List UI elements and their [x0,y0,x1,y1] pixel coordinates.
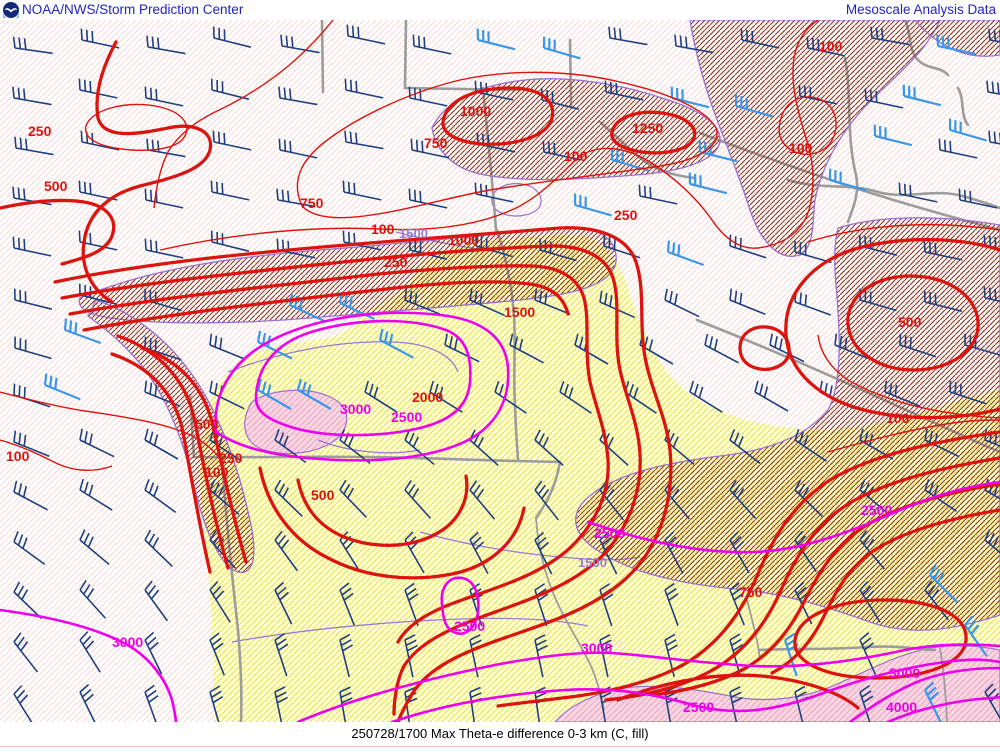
page-title: Mesoscale Analysis Data [846,2,996,17]
noaa-logo-icon [3,2,19,18]
contour-label: 750 [424,136,447,150]
contour-label: 500 [44,179,67,193]
contour-label: 1000 [448,233,479,247]
contour-label: 100 [564,149,587,163]
contour-label: 750 [300,196,323,210]
contour-label: 2500 [391,410,422,424]
contour-label: 500 [898,315,921,329]
contour-label: 500 [195,417,218,431]
contour-label: 2500 [861,503,892,517]
contour-label: 250 [219,451,242,465]
contour-label: 500 [311,488,334,502]
contour-label: 1000 [460,104,491,118]
contour-label: 3000 [581,641,612,655]
contour-label: 2500 [454,619,485,633]
contour-label: 100 [819,39,842,53]
contour-label: 3000 [112,635,143,649]
bottom-divider [0,746,1000,747]
contour-label: 2500 [594,526,625,540]
contour-label: 4000 [886,700,917,714]
contour-label: 250 [28,124,51,138]
contour-label: 1500 [578,556,607,570]
contour-label: 1250 [632,121,663,135]
contour-label: 100 [789,141,812,155]
contour-label: 100 [205,465,228,479]
contour-label: 100 [371,222,394,236]
contour-label: 750 [739,585,762,599]
contour-label: 100 [6,449,29,463]
contour-label: 1500 [504,305,535,319]
map-caption: 250728/1700 Max Theta-e difference 0-3 k… [0,726,1000,741]
contour-label: 250 [384,255,407,269]
contour-label: 2500 [683,700,714,714]
contour-label: 100 [886,411,909,425]
contour-label: 3000 [340,402,371,416]
contour-label: 250 [614,208,637,222]
contour-label: 1500 [399,227,428,241]
site-title: NOAA/NWS/Storm Prediction Center [22,2,243,17]
contour-label: 3000 [889,666,920,680]
contour-label: 2000 [412,390,443,404]
